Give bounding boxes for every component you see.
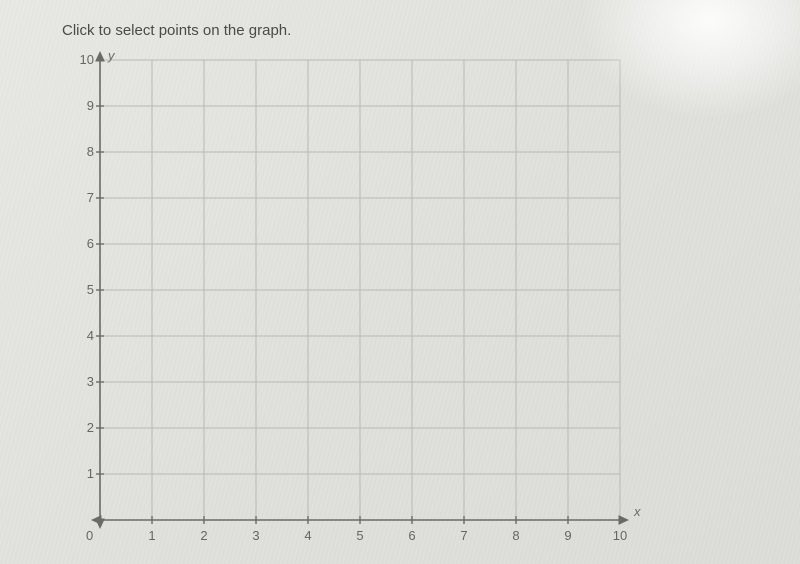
y-tick-label: 9 bbox=[70, 98, 94, 113]
y-tick-label: 10 bbox=[70, 52, 94, 67]
coordinate-grid[interactable] bbox=[100, 60, 620, 520]
page: Click to select points on the graph. y x… bbox=[0, 0, 800, 564]
x-tick-label: 4 bbox=[298, 528, 318, 543]
y-tick-label: 3 bbox=[70, 374, 94, 389]
y-tick-label: 2 bbox=[70, 420, 94, 435]
grid-svg[interactable] bbox=[86, 46, 634, 534]
origin-label: 0 bbox=[86, 528, 93, 543]
x-tick-label: 5 bbox=[350, 528, 370, 543]
y-tick-label: 6 bbox=[70, 236, 94, 251]
x-tick-label: 7 bbox=[454, 528, 474, 543]
x-tick-label: 3 bbox=[246, 528, 266, 543]
y-tick-label: 1 bbox=[70, 466, 94, 481]
y-tick-label: 4 bbox=[70, 328, 94, 343]
x-tick-label: 1 bbox=[142, 528, 162, 543]
y-axis-label: y bbox=[108, 48, 115, 63]
x-tick-label: 9 bbox=[558, 528, 578, 543]
x-tick-label: 8 bbox=[506, 528, 526, 543]
y-tick-label: 5 bbox=[70, 282, 94, 297]
y-tick-label: 8 bbox=[70, 144, 94, 159]
x-tick-label: 6 bbox=[402, 528, 422, 543]
x-tick-label: 2 bbox=[194, 528, 214, 543]
x-axis-label: x bbox=[634, 504, 641, 519]
instruction-text: Click to select points on the graph. bbox=[62, 22, 291, 39]
x-tick-label: 10 bbox=[610, 528, 630, 543]
y-tick-label: 7 bbox=[70, 190, 94, 205]
